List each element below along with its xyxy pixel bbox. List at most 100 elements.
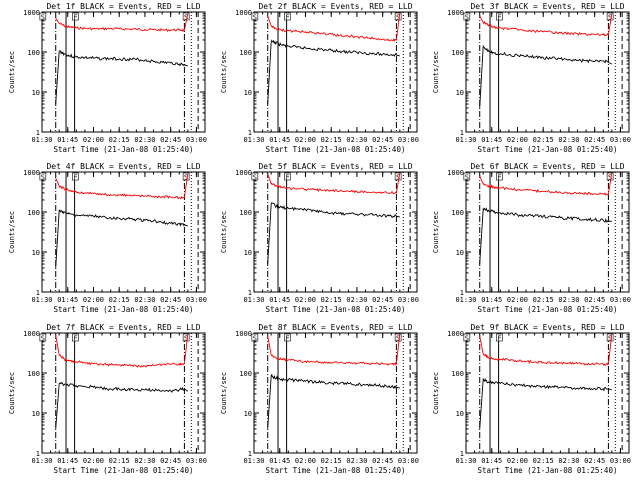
x-axis-label: Start Time (21-Jan-08 01:25:40) xyxy=(478,466,618,475)
x-tick-label: 03:00 xyxy=(610,136,631,144)
panel-title: Det 2f BLACK = Events, RED = LLD xyxy=(258,2,412,11)
marker-box xyxy=(72,172,79,181)
panel-title: Det 5f BLACK = Events, RED = LLD xyxy=(258,162,412,171)
marker-box xyxy=(251,333,259,342)
y-tick-label: 100 xyxy=(27,209,40,217)
marker-label: F xyxy=(285,335,289,343)
marker-label: S xyxy=(396,335,400,343)
marker-box xyxy=(394,12,402,21)
x-tick-label: 02:30 xyxy=(558,457,579,465)
x-tick-label: 02:00 xyxy=(83,296,104,304)
series-events-line xyxy=(267,373,400,429)
x-tick-label: 02:45 xyxy=(160,457,181,465)
panel-1: Det 1f BLACK = Events, RED = LLD 1 10 100 10… xyxy=(8,2,207,154)
series-events-line xyxy=(55,50,188,105)
x-tick-label: 01:45 xyxy=(481,136,502,144)
x-tick-label: 02:15 xyxy=(109,296,130,304)
panel-2: Det 2f BLACK = Events, RED = LLD 1 10 100 10… xyxy=(220,2,419,154)
panel-title: Det 8f BLACK = Events, RED = LLD xyxy=(258,323,412,332)
panel-title: Det 1f BLACK = Events, RED = LLD xyxy=(46,2,200,11)
y-axis-label: Counts/sec xyxy=(220,372,228,414)
marker-box xyxy=(496,333,503,342)
x-tick-label: 01:45 xyxy=(57,296,78,304)
x-tick-label: 02:15 xyxy=(533,136,554,144)
marker-label: S xyxy=(253,174,257,182)
x-tick-label: 02:00 xyxy=(83,136,104,144)
y-tick-label: 10 xyxy=(32,249,40,257)
series-events-line xyxy=(267,202,400,265)
x-tick-label: 01:45 xyxy=(481,296,502,304)
y-tick-label: 100 xyxy=(451,370,464,378)
x-axis-label: Start Time (21-Jan-08 01:25:40) xyxy=(266,305,406,314)
marker-label: S xyxy=(41,174,45,182)
panel-4: Det 4f BLACK = Events, RED = LLD 1 10 100 10… xyxy=(8,162,207,314)
y-tick-label: 1000 xyxy=(235,169,252,177)
marker-box xyxy=(39,172,47,181)
marker-box xyxy=(284,12,291,21)
y-tick-label: 10 xyxy=(456,89,464,97)
y-tick-label: 10 xyxy=(244,89,252,97)
x-axis-label: Start Time (21-Jan-08 01:25:40) xyxy=(266,145,406,154)
marker-label: F xyxy=(73,335,77,343)
marker-box xyxy=(606,12,614,21)
marker-box xyxy=(394,333,402,342)
plot-frame xyxy=(41,11,206,133)
marker-label: S xyxy=(465,174,469,182)
y-axis-label: Counts/sec xyxy=(8,372,16,414)
marker-label: F xyxy=(285,14,289,22)
y-axis-label: Counts/sec xyxy=(432,51,440,93)
y-axis-label: Counts/sec xyxy=(8,51,16,93)
x-tick-label: 03:00 xyxy=(186,457,207,465)
marker-label: F xyxy=(73,14,77,22)
x-tick-label: 02:45 xyxy=(372,136,393,144)
x-tick-label: 01:30 xyxy=(455,296,476,304)
x-tick-label: 02:45 xyxy=(160,136,181,144)
marker-box xyxy=(284,172,291,181)
x-tick-label: 01:30 xyxy=(31,136,52,144)
series-lld-line xyxy=(55,173,189,200)
x-tick-label: 02:00 xyxy=(507,457,528,465)
panel-title: Det 7f BLACK = Events, RED = LLD xyxy=(46,323,200,332)
x-axis-label: Start Time (21-Jan-08 01:25:40) xyxy=(54,145,194,154)
marker-box xyxy=(251,172,259,181)
marker-box xyxy=(72,12,79,21)
y-axis-label: Counts/sec xyxy=(432,372,440,414)
plot-frame xyxy=(253,11,418,133)
x-tick-label: 02:00 xyxy=(507,136,528,144)
plot-frame xyxy=(465,332,630,454)
y-tick-label: 1000 xyxy=(235,330,252,338)
panel-3: Det 3f BLACK = Events, RED = LLD 1 10 100 10… xyxy=(432,2,631,154)
x-tick-label: 01:45 xyxy=(481,457,502,465)
x-tick-label: 02:30 xyxy=(134,457,155,465)
x-tick-label: 02:15 xyxy=(109,457,130,465)
x-tick-label: 02:45 xyxy=(160,296,181,304)
x-tick-label: 02:45 xyxy=(372,457,393,465)
y-tick-label: 1 xyxy=(248,129,252,137)
y-tick-label: 1 xyxy=(36,450,40,458)
x-tick-label: 02:30 xyxy=(134,136,155,144)
marker-label: S xyxy=(608,174,612,182)
x-tick-label: 02:15 xyxy=(321,457,342,465)
marker-label: F xyxy=(497,335,501,343)
series-lld-line xyxy=(479,333,613,367)
y-tick-label: 100 xyxy=(239,49,252,57)
panel-7: Det 7f BLACK = Events, RED = LLD 1 10 100 10… xyxy=(8,323,207,475)
marker-label: S xyxy=(184,14,188,22)
marker-box xyxy=(39,333,47,342)
marker-label: S xyxy=(253,14,257,22)
panel-title: Det 9f BLACK = Events, RED = LLD xyxy=(470,323,624,332)
x-tick-label: 03:00 xyxy=(186,136,207,144)
x-tick-label: 02:00 xyxy=(507,296,528,304)
x-tick-label: 03:00 xyxy=(398,136,419,144)
x-tick-label: 02:30 xyxy=(346,136,367,144)
x-tick-label: 03:00 xyxy=(398,296,419,304)
y-tick-label: 1000 xyxy=(23,169,40,177)
y-tick-label: 1 xyxy=(248,450,252,458)
marker-label: S xyxy=(465,14,469,22)
series-lld-line xyxy=(479,13,613,37)
panel-6: Det 6f BLACK = Events, RED = LLD 1 10 100 10… xyxy=(432,162,631,314)
y-tick-label: 100 xyxy=(27,370,40,378)
x-tick-label: 02:30 xyxy=(346,296,367,304)
y-tick-label: 100 xyxy=(27,49,40,57)
x-tick-label: 01:45 xyxy=(269,136,290,144)
